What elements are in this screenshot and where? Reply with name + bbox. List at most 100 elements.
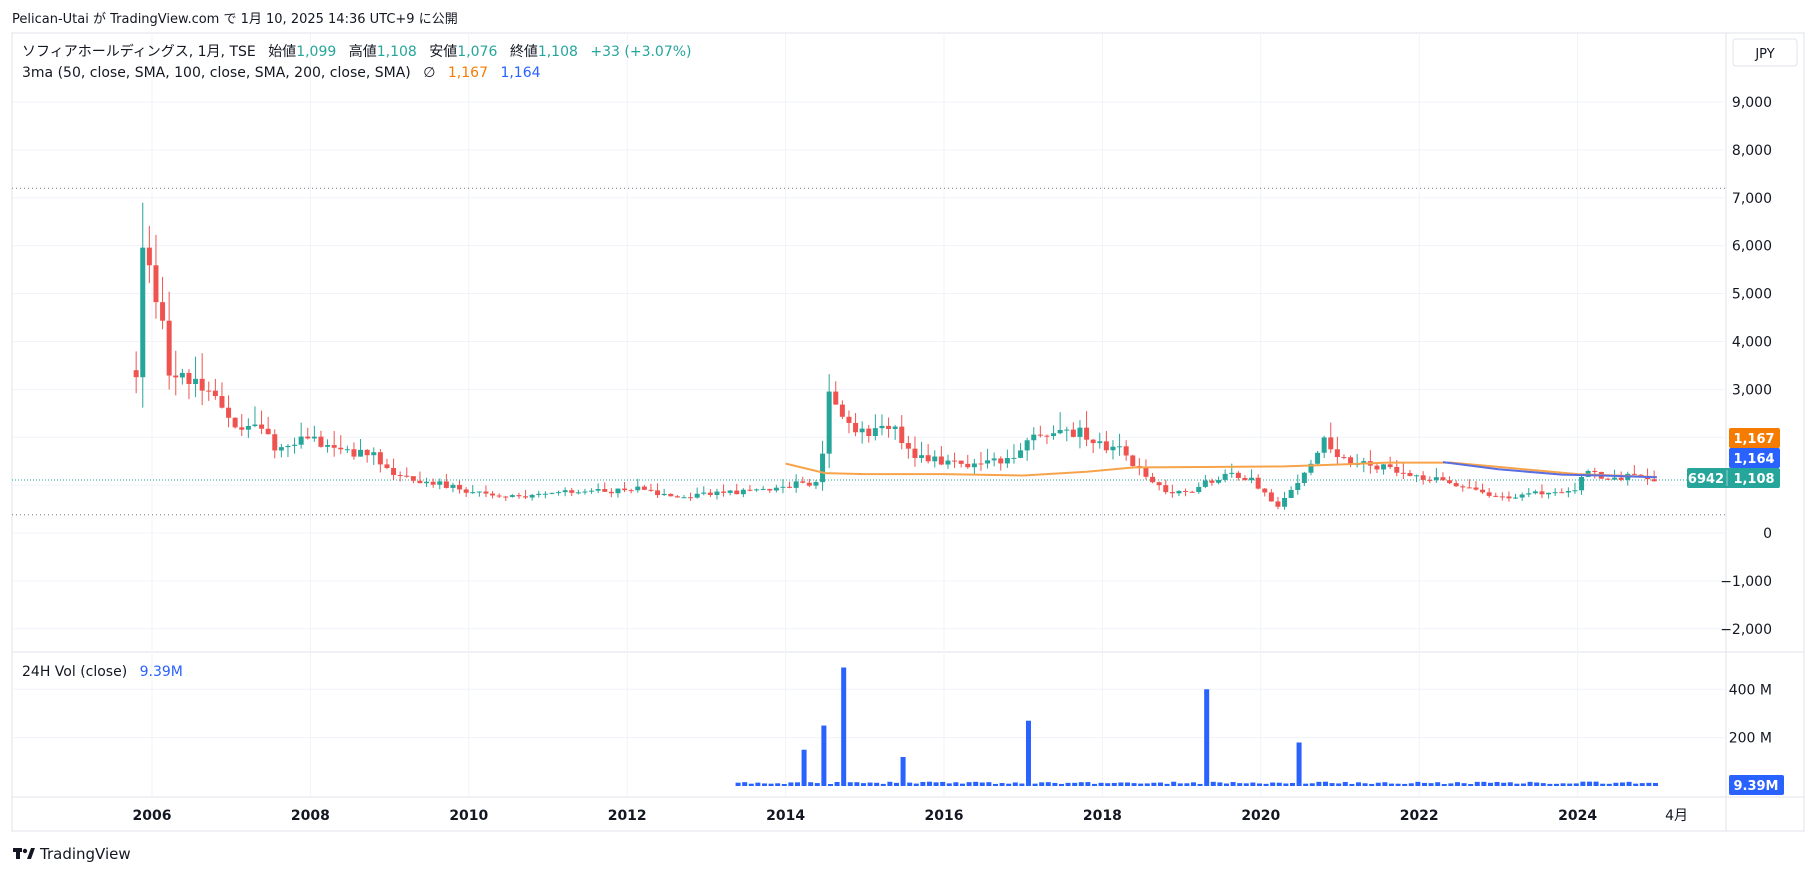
volume-bar <box>1567 783 1573 786</box>
candle-body <box>1024 440 1030 451</box>
symbol-legend[interactable]: ソフィアホールディングス, 1月, TSE 始値1,099 高値1,108 安値… <box>22 43 692 60</box>
volume-bar <box>1580 781 1586 786</box>
price-tick-label: 8,000 <box>1732 143 1772 159</box>
volume-value: 9.39M <box>140 664 183 680</box>
volume-legend[interactable]: 24H Vol (close) 9.39M <box>22 664 183 680</box>
ma-legend[interactable]: 3ma (50, close, SMA, 100, close, SMA, 20… <box>22 65 541 81</box>
volume-bar <box>1593 781 1599 786</box>
candle-body <box>1011 457 1017 459</box>
candle-body <box>410 476 416 481</box>
open-label: 始値 <box>268 44 296 60</box>
candle-body <box>1552 492 1558 494</box>
candle-body <box>1453 483 1459 487</box>
candle-body <box>1301 472 1307 484</box>
candle-body <box>160 302 166 321</box>
volume-bar <box>748 783 754 786</box>
volume-bar <box>781 784 787 786</box>
candle-body <box>1262 488 1268 493</box>
candle-body <box>912 448 918 458</box>
hidden-series-icon[interactable]: ∅ <box>423 65 435 81</box>
candle-body <box>272 434 278 451</box>
candle-body <box>886 425 892 429</box>
candle-body <box>1051 433 1057 437</box>
volume-bar <box>1190 782 1196 786</box>
time-tick-label: 4月 <box>1665 808 1688 824</box>
candle-body <box>1255 477 1261 489</box>
candle-body <box>443 481 449 488</box>
candle-body <box>648 489 654 491</box>
volume-bar <box>907 782 913 786</box>
volume-bar <box>1223 783 1229 786</box>
candle-body <box>1176 490 1182 494</box>
volume-bar <box>1124 782 1130 786</box>
close-value: 1,108 <box>538 44 578 60</box>
candle-body <box>140 247 146 378</box>
ma1-value: 1,167 <box>448 65 488 81</box>
candle-body <box>311 436 317 439</box>
volume-bar <box>1058 783 1064 786</box>
candle-body <box>1565 491 1571 493</box>
volume-bar <box>808 782 814 786</box>
volume-bar <box>1270 782 1276 786</box>
candle-body <box>542 493 548 495</box>
candle-body <box>978 463 984 465</box>
volume-bar <box>1171 781 1177 786</box>
symbol-name: ソフィアホールディングス, 1月, TSE <box>22 43 256 60</box>
candle-body <box>1288 489 1294 498</box>
candle-body <box>1480 489 1486 493</box>
candle-body <box>1440 477 1446 481</box>
candle-body <box>239 427 245 430</box>
volume-bar <box>801 749 807 786</box>
publish-info: Pelican-Utai が TradingView.com で 1月 10, … <box>12 12 458 27</box>
ma-line-1 <box>785 461 1657 479</box>
candle-body <box>1433 477 1439 481</box>
candle-body <box>1090 439 1096 444</box>
last-price-text: 1,108 <box>1733 472 1774 487</box>
volume-bar <box>834 782 840 786</box>
candle-body <box>866 428 872 436</box>
candle-body <box>1295 483 1301 490</box>
candle-body <box>1532 491 1538 494</box>
candle-body <box>859 428 865 433</box>
candle-body <box>813 482 819 486</box>
candle-body <box>674 496 680 498</box>
volume-bar <box>880 783 886 786</box>
candle-body <box>1216 479 1222 483</box>
volume-bar <box>1091 783 1097 786</box>
volume-bar <box>1553 783 1559 786</box>
candle-body <box>1044 435 1050 437</box>
volume-bar <box>1098 782 1104 786</box>
candle-body <box>938 456 944 465</box>
candle-body <box>932 456 938 462</box>
candle-body <box>780 486 786 488</box>
volume-bar <box>761 783 767 786</box>
tradingview-logo[interactable]: TradingView <box>13 845 131 863</box>
volume-bar <box>1501 782 1507 786</box>
volume-bar <box>867 782 873 786</box>
candle-body <box>661 493 667 496</box>
candle-body <box>1130 455 1136 467</box>
volume-tick-label: 200 M <box>1729 731 1772 747</box>
time-tick-label: 2010 <box>449 808 488 824</box>
candle-body <box>186 372 192 385</box>
price-axis-ticks: 9,000 8,000 7,000 6,000 5,000 4,000 3,000 0 −1,0… <box>1720 95 1772 638</box>
candle-body <box>377 452 383 465</box>
candle-body <box>1513 497 1519 499</box>
candle-body <box>905 443 911 449</box>
candle-body <box>1374 465 1380 470</box>
candle-body <box>787 486 793 488</box>
candle-body <box>1466 487 1472 489</box>
candle-body <box>166 320 172 376</box>
candle-body <box>133 370 139 378</box>
candle-body <box>562 490 568 493</box>
volume-bar <box>940 781 946 786</box>
candle-body <box>1077 427 1083 437</box>
candle-body <box>1169 492 1175 494</box>
currency-button[interactable]: JPY <box>1732 38 1798 67</box>
price-tick-label: −2,000 <box>1720 622 1772 638</box>
candle-body <box>1103 441 1109 451</box>
candle-body <box>417 480 423 484</box>
volume-bar <box>735 782 741 786</box>
volume-bar <box>1349 783 1355 786</box>
candle-body <box>384 464 390 469</box>
